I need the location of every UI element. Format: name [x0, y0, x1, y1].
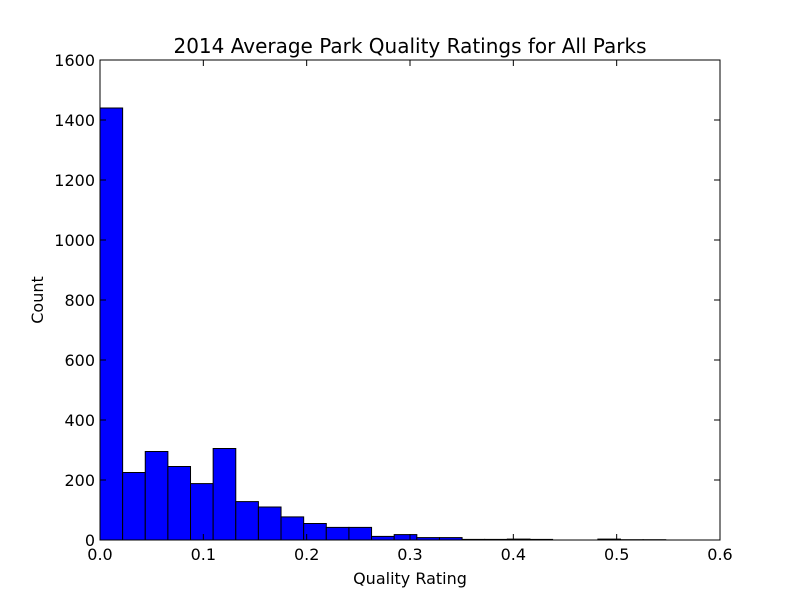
y-tick-label: 400 — [64, 411, 95, 430]
y-tick-label: 200 — [64, 471, 95, 490]
histogram-bar — [122, 472, 146, 541]
x-tick-label: 0.0 — [87, 545, 112, 564]
histogram-bar — [325, 526, 350, 541]
x-axis-label: Quality Rating — [353, 569, 467, 588]
y-tick-label: 1000 — [54, 231, 95, 250]
y-tick-label: 1600 — [54, 51, 95, 70]
y-axis-label: Count — [28, 276, 47, 324]
histogram-bar — [348, 526, 373, 541]
histogram-bar — [167, 466, 192, 541]
x-tick-label: 0.6 — [707, 545, 732, 564]
histogram-bar — [99, 107, 124, 541]
histogram-bar — [280, 516, 305, 541]
histogram-bar — [144, 451, 169, 541]
x-tick-label: 0.1 — [191, 545, 216, 564]
y-tick-label: 0 — [85, 531, 95, 550]
x-tick-label: 0.5 — [604, 545, 629, 564]
y-tick-label: 1200 — [54, 171, 95, 190]
histogram-bar — [190, 483, 214, 541]
histogram-bar — [257, 506, 282, 541]
x-tick-label: 0.2 — [294, 545, 319, 564]
chart-title: 2014 Average Park Quality Ratings for Al… — [173, 34, 646, 58]
x-tick-label: 0.4 — [501, 545, 526, 564]
y-tick-label: 1400 — [54, 111, 95, 130]
plot-area-frame — [99, 59, 721, 541]
histogram-bar — [235, 501, 259, 541]
histogram-bar — [212, 448, 237, 541]
histogram-bar — [371, 535, 395, 541]
y-tick-label: 800 — [64, 291, 95, 310]
x-axis-ticks: 0.0 0.1 0.2 0.3 0.4 0.5 0.6 — [87, 60, 733, 564]
y-tick-label: 600 — [64, 351, 95, 370]
histogram-bar — [393, 534, 418, 541]
x-tick-label: 0.3 — [397, 545, 422, 564]
y-axis-ticks: 0 200 400 600 800 1000 1200 1400 1600 — [54, 51, 720, 550]
histogram-bars — [99, 107, 667, 541]
